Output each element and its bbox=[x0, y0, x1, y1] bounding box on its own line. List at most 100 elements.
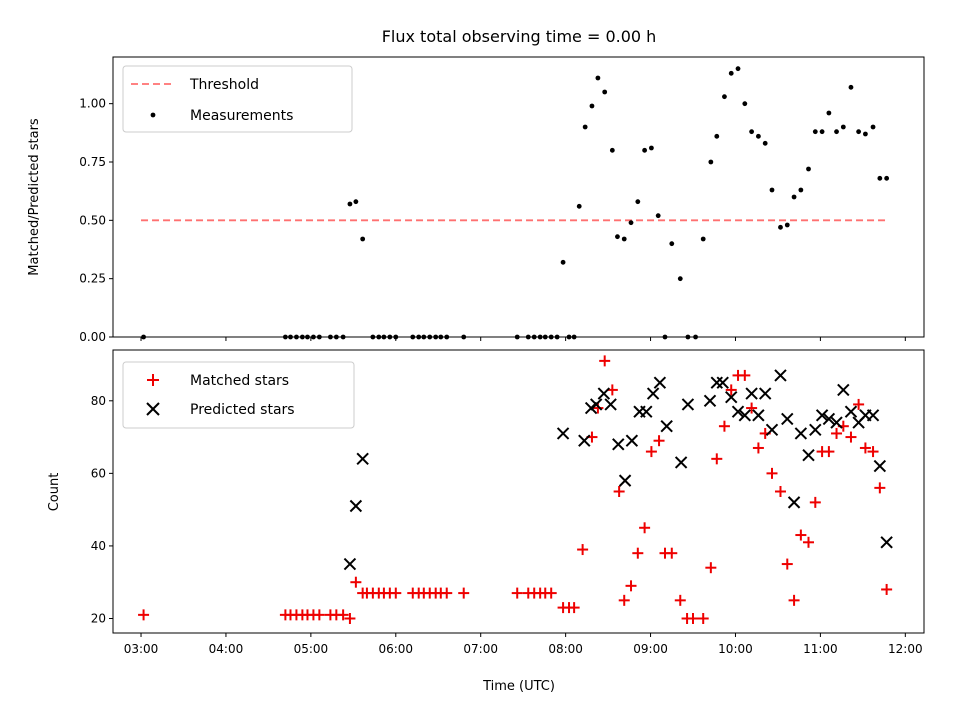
matched-stars-point bbox=[441, 587, 453, 599]
measurements-point bbox=[602, 89, 608, 95]
measurements-point bbox=[728, 70, 734, 76]
matched-stars-point bbox=[632, 547, 644, 559]
measurements-point bbox=[812, 129, 818, 135]
top-y-tick-label: 1.00 bbox=[79, 97, 106, 111]
matched-stars-point bbox=[645, 446, 657, 458]
predicted-stars-point bbox=[873, 459, 887, 473]
matched-stars-point bbox=[313, 609, 325, 621]
predicted-stars-point bbox=[866, 409, 880, 422]
matched-stars-point bbox=[613, 486, 625, 497]
matched-stars-point bbox=[687, 612, 699, 624]
predicted-stars-point bbox=[837, 383, 850, 397]
legend-measurements-label: Measurements bbox=[190, 108, 293, 124]
matched-stars-point bbox=[705, 562, 717, 574]
measurements-point bbox=[347, 201, 353, 207]
matched-stars-point bbox=[344, 612, 356, 624]
predicted-stars-point bbox=[612, 438, 625, 451]
matched-stars-point bbox=[639, 522, 651, 534]
measurements-point bbox=[714, 133, 720, 139]
x-tick-label: 07:00 bbox=[463, 642, 498, 656]
x-tick-label: 05:00 bbox=[294, 642, 329, 656]
bottom-panel: 20 40 60 80 03:00 04:00 05:00 06:00 07:00 08:00 09… bbox=[47, 349, 925, 694]
legend-threshold-label: Threshold bbox=[189, 77, 259, 93]
measurements-point bbox=[756, 133, 761, 139]
matched-stars-point bbox=[666, 547, 678, 559]
measurements-point bbox=[884, 175, 890, 181]
measurements-point bbox=[819, 129, 825, 135]
measurements-point bbox=[834, 129, 839, 135]
predicted-stars-point bbox=[745, 387, 758, 400]
bottom-axes-frame bbox=[112, 349, 925, 634]
predicted-stars-point bbox=[765, 423, 779, 437]
matched-stars-point bbox=[823, 446, 835, 458]
bottom-plot-marks bbox=[138, 355, 893, 624]
bottom-axis-ticks: 20 40 60 80 03:00 04:00 05:00 06:00 07:00 08:00 09… bbox=[91, 394, 923, 656]
measurements-point bbox=[762, 140, 768, 146]
predicted-stars-point bbox=[597, 387, 611, 400]
top-axes-frame bbox=[112, 56, 925, 338]
matched-stars-point bbox=[697, 612, 709, 624]
measurements-point bbox=[609, 147, 615, 153]
measurements-point bbox=[840, 124, 846, 130]
predicted-stars-point bbox=[738, 409, 752, 422]
matched-stars-point bbox=[874, 482, 886, 494]
matched-stars-point bbox=[138, 609, 150, 621]
matched-stars-point bbox=[803, 536, 815, 548]
matched-stars-point bbox=[746, 402, 758, 414]
predicted-stars-point bbox=[752, 409, 765, 422]
predicted-stars-point bbox=[787, 496, 801, 509]
predicted-stars-point bbox=[802, 449, 815, 462]
measurements-point bbox=[877, 175, 883, 181]
predicted-stars-point bbox=[710, 376, 723, 389]
bottom-y-tick-label: 40 bbox=[91, 539, 106, 553]
matched-stars-point bbox=[674, 594, 686, 606]
measurements-point bbox=[589, 103, 595, 109]
measurements-point bbox=[826, 110, 832, 116]
measurements-point bbox=[621, 236, 627, 242]
predicted-stars-point bbox=[758, 387, 772, 400]
matched-stars-point bbox=[511, 587, 523, 599]
measurements-point bbox=[798, 187, 804, 193]
matched-stars-point bbox=[390, 587, 402, 599]
bottom-legend-box bbox=[122, 361, 355, 429]
matched-stars-point bbox=[867, 446, 879, 458]
matched-stars-point bbox=[781, 558, 793, 570]
matched-stars-point bbox=[618, 594, 630, 606]
x-tick-label: 10:00 bbox=[718, 642, 753, 656]
matched-stars-point bbox=[577, 544, 589, 556]
legend-matched-label: Matched stars bbox=[190, 373, 289, 389]
top-panel: 0.00 0.25 0.50 0.75 1.00 Matched/Predicted s… bbox=[27, 56, 925, 344]
measurements-point bbox=[560, 259, 566, 265]
measurements-point bbox=[722, 94, 727, 100]
predicted-stars-point bbox=[589, 398, 603, 411]
x-tick-label: 11:00 bbox=[803, 642, 838, 656]
matched-stars-point bbox=[592, 402, 604, 414]
predicted-stars-point bbox=[349, 499, 363, 513]
matched-stars-point bbox=[458, 587, 470, 599]
predicted-stars-point bbox=[815, 409, 829, 422]
legend-predicted-swatch bbox=[146, 402, 160, 416]
matched-stars-point bbox=[809, 496, 821, 508]
measurements-point bbox=[655, 213, 661, 219]
legend-predicted-label: Predicted stars bbox=[190, 402, 295, 418]
measurements-point bbox=[742, 101, 748, 107]
matched-stars-point bbox=[752, 442, 764, 454]
measurements-point bbox=[806, 166, 811, 172]
predicted-stars-point bbox=[356, 452, 369, 466]
measurements-point bbox=[353, 199, 359, 205]
predicted-stars-point bbox=[725, 390, 738, 404]
measurements-point bbox=[778, 224, 783, 230]
x-tick-label: 04:00 bbox=[209, 642, 244, 656]
predicted-stars-point bbox=[646, 387, 660, 400]
matched-stars-point bbox=[881, 583, 893, 595]
predicted-stars-point bbox=[618, 474, 632, 487]
predicted-stars-point bbox=[844, 405, 858, 418]
predicted-stars-point bbox=[830, 416, 843, 429]
top-y-tick-label: 0.50 bbox=[79, 213, 106, 227]
matched-stars-point bbox=[859, 442, 871, 454]
measurements-point bbox=[784, 222, 790, 228]
measurements-point bbox=[700, 236, 706, 242]
matched-stars-point bbox=[831, 427, 843, 439]
predicted-stars-point bbox=[703, 394, 717, 408]
